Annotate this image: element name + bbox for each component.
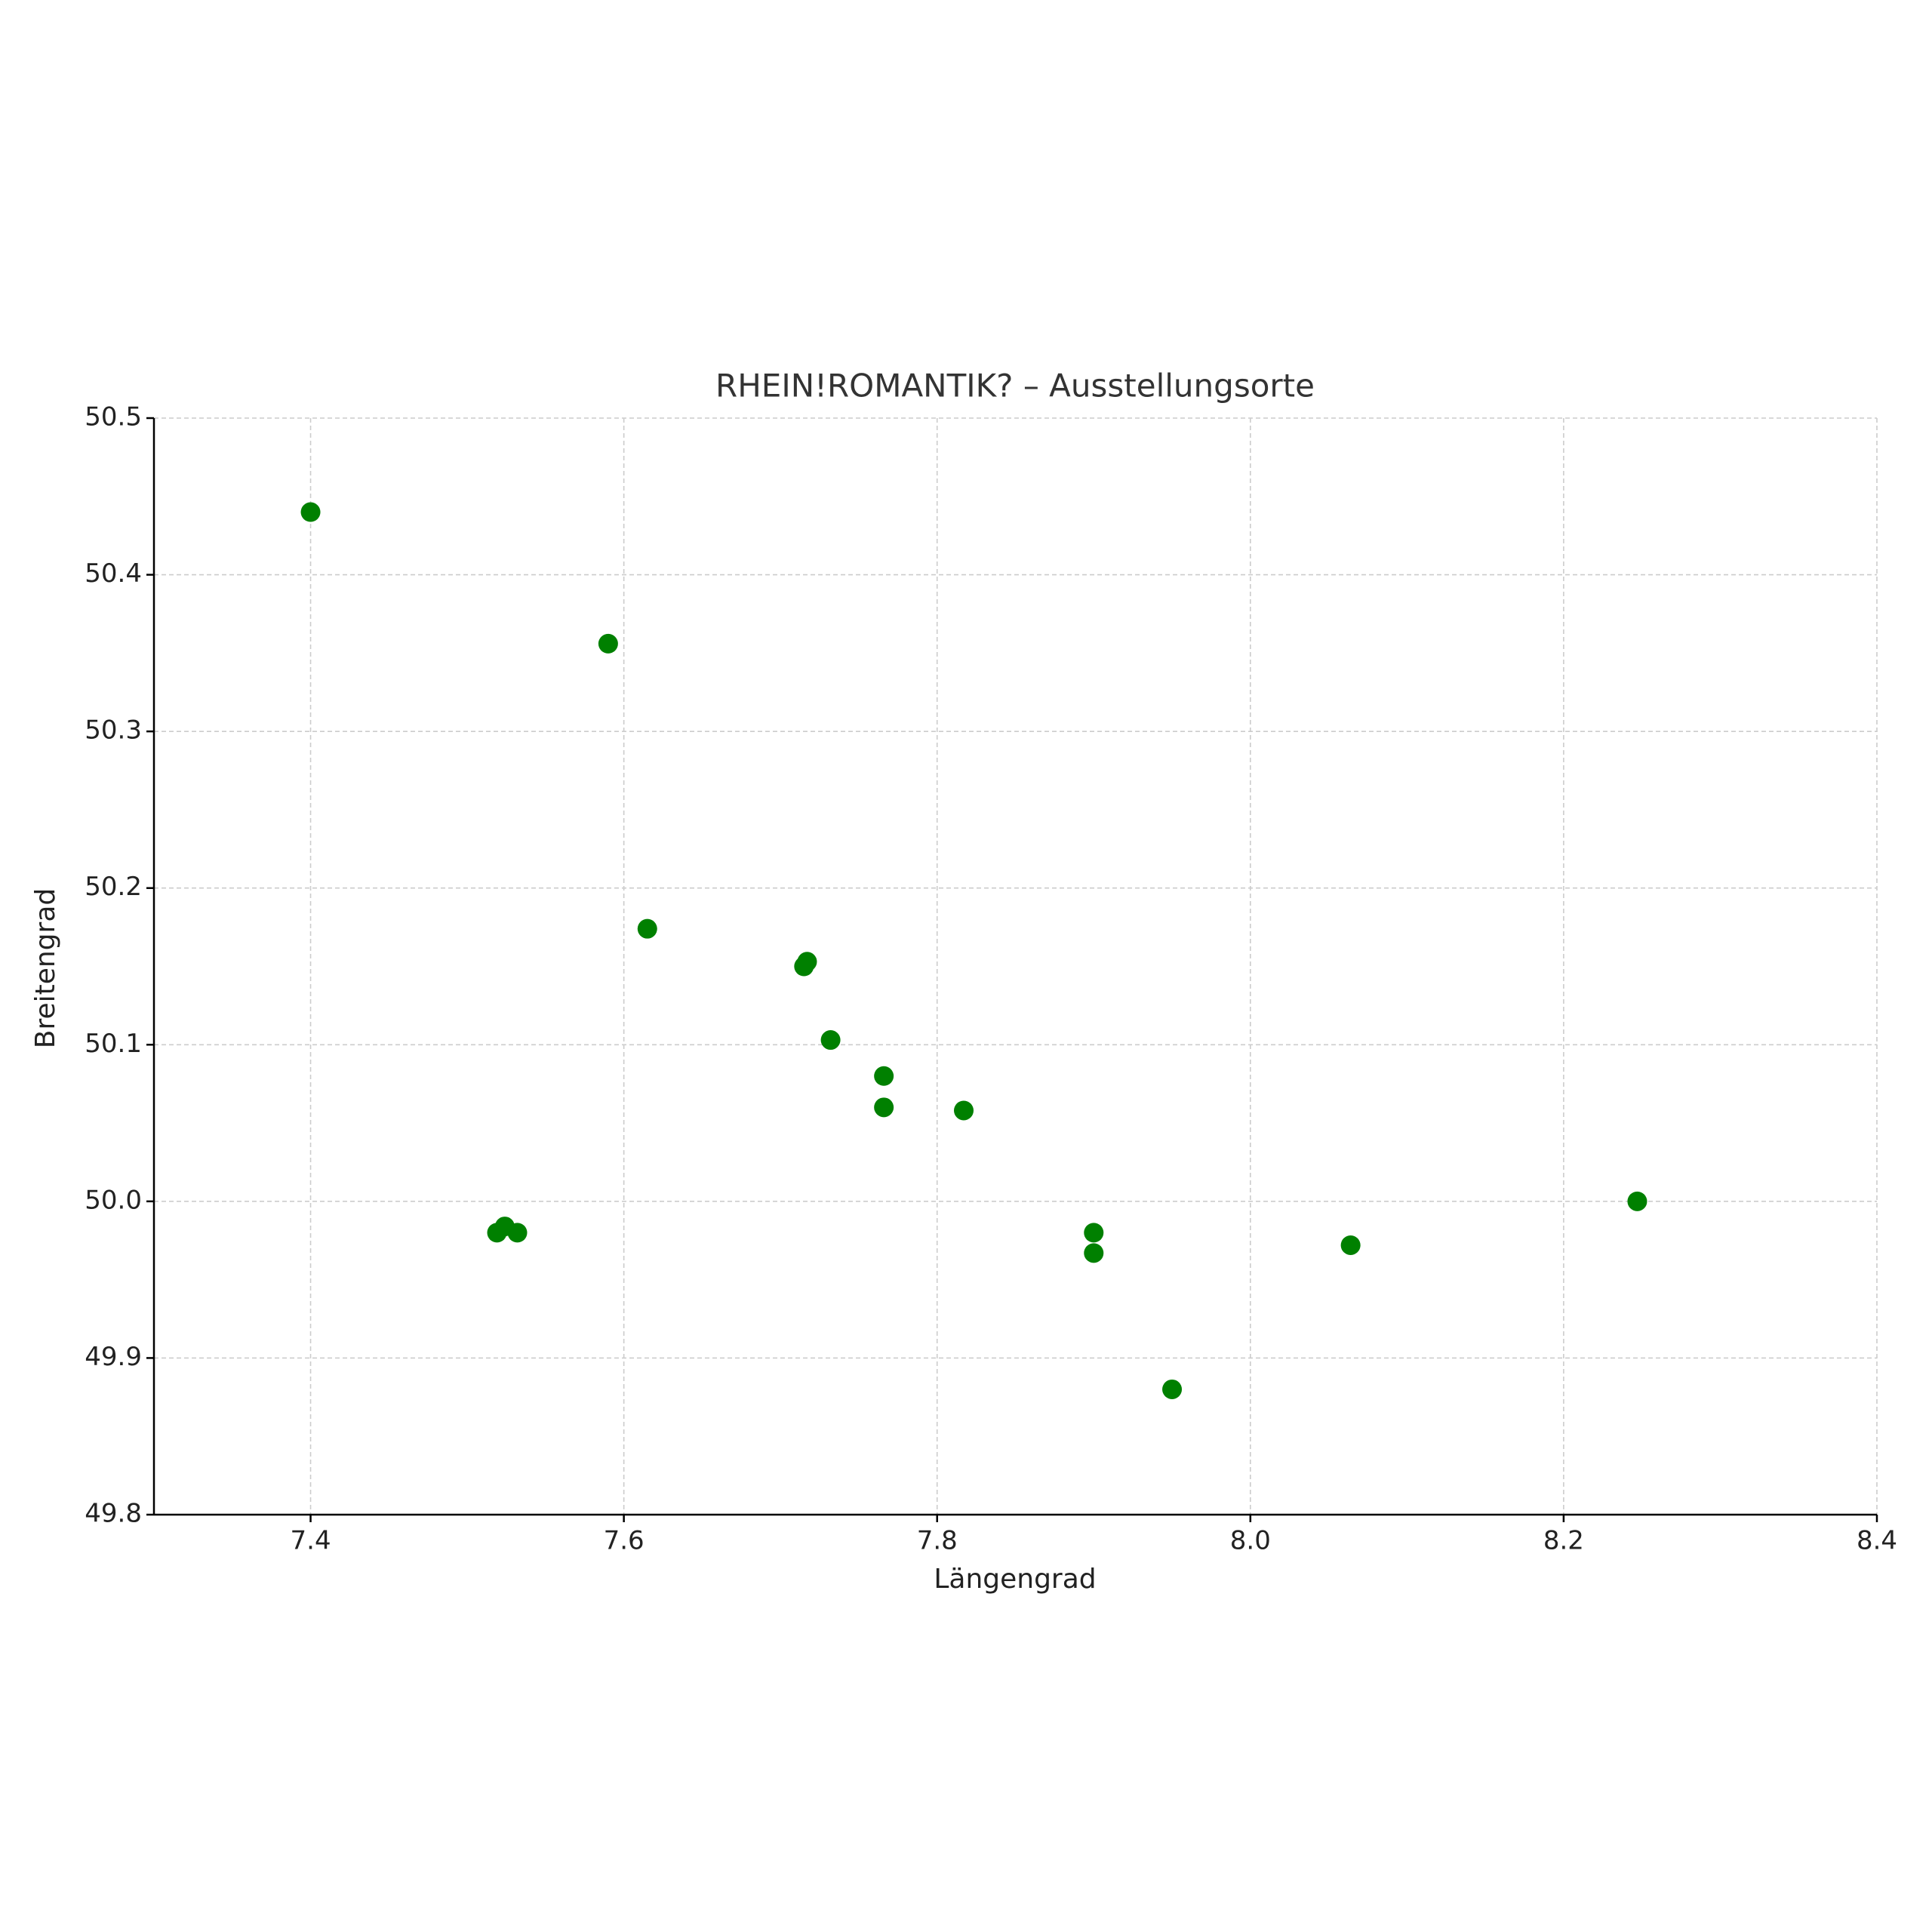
point	[300, 502, 321, 522]
x-tick-label: 7.8	[917, 1526, 958, 1556]
point	[954, 1100, 974, 1121]
y-tick-label: 50.0	[85, 1185, 142, 1215]
point	[1340, 1235, 1361, 1255]
y-tick-label: 50.4	[85, 558, 142, 589]
point	[820, 1030, 841, 1051]
point	[874, 1066, 894, 1086]
point	[598, 633, 618, 654]
x-tick-label: 8.2	[1543, 1526, 1584, 1556]
y-tick-label: 49.8	[85, 1499, 142, 1529]
point	[1627, 1191, 1647, 1211]
x-tick-label: 8.4	[1857, 1526, 1897, 1556]
y-tick-label: 49.9	[85, 1342, 142, 1372]
y-tick-label: 50.1	[85, 1029, 142, 1059]
x-tick-label: 8.0	[1230, 1526, 1271, 1556]
point	[637, 918, 657, 939]
point	[1162, 1379, 1183, 1399]
point	[874, 1097, 894, 1118]
point	[487, 1223, 507, 1243]
y-tick-label: 50.3	[85, 715, 142, 746]
x-tick-label: 7.6	[604, 1526, 645, 1556]
y-axis-label: Breitengrad	[30, 888, 61, 1049]
point	[507, 1223, 528, 1243]
point	[1084, 1223, 1104, 1243]
x-tick-label: 7.4	[291, 1526, 331, 1556]
x-axis-label: Längengrad	[934, 1564, 1096, 1595]
y-tick-label: 50.5	[85, 402, 142, 432]
point	[1084, 1243, 1104, 1263]
chart-title: RHEIN!ROMANTIK? – Ausstellungsorte	[715, 368, 1315, 405]
point	[794, 956, 814, 977]
y-tick-label: 50.2	[85, 872, 142, 902]
